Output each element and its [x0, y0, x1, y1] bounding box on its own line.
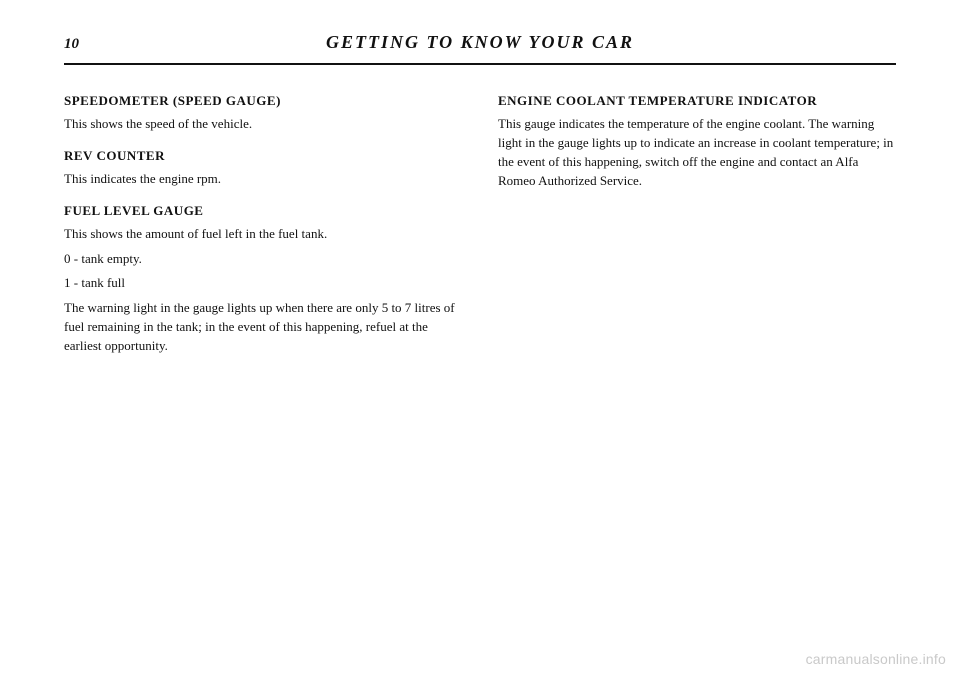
fuel-gauge-heading: FUEL LEVEL GAUGE [64, 203, 462, 219]
manual-page: 10 GETTING TO KNOW YOUR CAR SPEEDOMETER … [0, 0, 960, 677]
coolant-body: This gauge indicates the temperature of … [498, 115, 896, 190]
fuel-gauge-line3: 1 - tank full [64, 274, 462, 293]
speedometer-heading: SPEEDOMETER (SPEED GAUGE) [64, 93, 462, 109]
speedometer-body: This shows the speed of the vehicle. [64, 115, 462, 134]
right-column: ENGINE COOLANT TEMPERATURE INDICATOR Thi… [498, 93, 896, 362]
fuel-gauge-line1: This shows the amount of fuel left in th… [64, 225, 462, 244]
fuel-gauge-line4: The warning light in the gauge lights up… [64, 299, 462, 356]
watermark-text: carmanualsonline.info [806, 651, 946, 667]
rev-counter-body: This indicates the engine rpm. [64, 170, 462, 189]
rev-counter-heading: REV COUNTER [64, 148, 462, 164]
header-divider [64, 63, 896, 65]
page-number: 10 [64, 36, 124, 53]
fuel-gauge-line2: 0 - tank empty. [64, 250, 462, 269]
left-column: SPEEDOMETER (SPEED GAUGE) This shows the… [64, 93, 462, 362]
chapter-title: GETTING TO KNOW YOUR CAR [124, 32, 836, 53]
coolant-heading: ENGINE COOLANT TEMPERATURE INDICATOR [498, 93, 896, 109]
content-columns: SPEEDOMETER (SPEED GAUGE) This shows the… [64, 93, 896, 362]
page-header: 10 GETTING TO KNOW YOUR CAR [64, 32, 896, 53]
